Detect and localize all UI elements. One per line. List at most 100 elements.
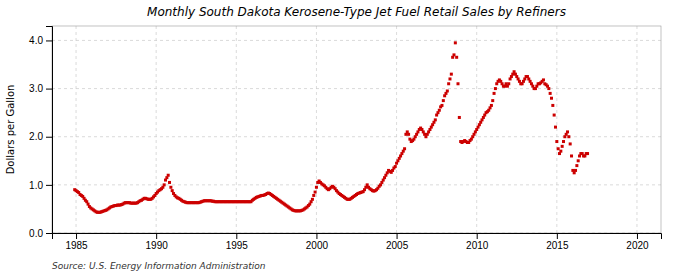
point bbox=[567, 135, 570, 138]
x-tick-label: 2015 bbox=[546, 240, 569, 251]
grid-line-x bbox=[156, 26, 157, 233]
y-tick-label: 3.0 bbox=[29, 83, 43, 94]
x-tick-mark bbox=[557, 233, 558, 239]
point bbox=[312, 194, 315, 197]
x-axis: 1985 1990 1995 2000 2005 2010 2015 2020 bbox=[53, 233, 662, 251]
point bbox=[577, 159, 580, 162]
point bbox=[554, 126, 557, 129]
x-tick: 1985 bbox=[65, 233, 88, 251]
point bbox=[557, 147, 560, 150]
x-tick-label: 2010 bbox=[466, 240, 489, 251]
point bbox=[167, 174, 170, 177]
point bbox=[440, 104, 443, 107]
x-tick-label: 1995 bbox=[226, 240, 249, 251]
y-axis-line bbox=[46, 27, 53, 234]
y-tick: 4.0 bbox=[29, 35, 52, 46]
point bbox=[447, 82, 450, 85]
point bbox=[494, 87, 497, 90]
point bbox=[311, 198, 314, 201]
grid-line-x bbox=[556, 26, 557, 233]
x-tick-mark bbox=[397, 233, 398, 239]
point bbox=[407, 133, 410, 136]
grid-line-y bbox=[52, 136, 661, 137]
y-tick-mark bbox=[46, 233, 52, 234]
point bbox=[562, 140, 565, 143]
point bbox=[575, 164, 578, 167]
y-tick-mark bbox=[46, 40, 52, 41]
x-tick-label: 2005 bbox=[386, 240, 409, 251]
x-tick-label: 1985 bbox=[65, 240, 88, 251]
point bbox=[314, 191, 317, 194]
y-tick-mark bbox=[46, 89, 52, 90]
point bbox=[569, 142, 572, 145]
point bbox=[450, 73, 453, 76]
y-axis: 0.0 1.0 2.0 3.0 4.0 bbox=[29, 27, 52, 239]
x-axis-line bbox=[53, 234, 662, 240]
x-tick-mark bbox=[236, 233, 237, 239]
y-tick-label: 4.0 bbox=[29, 35, 43, 46]
point bbox=[586, 152, 589, 155]
x-tick-mark bbox=[76, 233, 77, 239]
x-tick-label: 1990 bbox=[146, 240, 169, 251]
point bbox=[442, 99, 445, 102]
point bbox=[454, 41, 457, 44]
point bbox=[434, 118, 437, 121]
point bbox=[549, 92, 552, 95]
plot-frame bbox=[52, 26, 661, 233]
point bbox=[551, 104, 554, 107]
point bbox=[490, 104, 493, 107]
x-tick: 2015 bbox=[546, 233, 569, 251]
point bbox=[169, 186, 172, 189]
y-tick: 1.0 bbox=[29, 180, 52, 191]
point bbox=[438, 109, 441, 112]
y-tick: 2.0 bbox=[29, 131, 52, 142]
point bbox=[448, 77, 451, 80]
source: Source: U.S. Energy Information Administ… bbox=[52, 261, 266, 271]
grid-line-y bbox=[52, 88, 661, 89]
point bbox=[574, 169, 577, 172]
point bbox=[455, 56, 458, 59]
x-tick-mark bbox=[477, 233, 478, 239]
x-tick: 2005 bbox=[386, 233, 409, 251]
point bbox=[171, 189, 174, 192]
point bbox=[553, 114, 556, 117]
x-tick: 1995 bbox=[226, 233, 249, 251]
y-tick-mark bbox=[46, 185, 52, 186]
y-tick: 3.0 bbox=[29, 83, 52, 94]
y-tick: 0.0 bbox=[29, 228, 52, 239]
point bbox=[547, 87, 550, 90]
grid-line-x bbox=[316, 26, 317, 233]
point bbox=[491, 99, 494, 102]
x-tick-label: 2020 bbox=[626, 240, 649, 251]
x-tick: 2000 bbox=[306, 233, 329, 251]
point bbox=[403, 147, 406, 150]
x-tick-mark bbox=[156, 233, 157, 239]
point bbox=[394, 165, 397, 168]
point bbox=[561, 145, 564, 148]
grid bbox=[52, 26, 661, 233]
y-axis-title: Dollars per Gallon bbox=[5, 85, 16, 175]
point bbox=[566, 130, 569, 133]
grid-line-x bbox=[76, 26, 77, 233]
x-tick: 2010 bbox=[466, 233, 489, 251]
points bbox=[73, 41, 589, 213]
point bbox=[452, 53, 455, 56]
plot: 1985 1990 1995 2000 2005 2010 2015 2020 0.0 1.0 2.… bbox=[29, 26, 661, 251]
grid-line-x bbox=[396, 26, 397, 233]
point bbox=[559, 150, 562, 153]
point bbox=[542, 78, 545, 81]
point bbox=[493, 92, 496, 95]
x-tick-mark bbox=[637, 233, 638, 239]
point bbox=[458, 116, 461, 119]
x-tick-label: 2000 bbox=[306, 240, 329, 251]
title: Monthly South Dakota Kerosene-Type Jet F… bbox=[147, 5, 566, 19]
x-tick: 1990 bbox=[146, 233, 169, 251]
grid-line-y bbox=[52, 184, 661, 185]
x-tick: 2020 bbox=[626, 233, 649, 251]
point bbox=[168, 181, 171, 184]
point bbox=[570, 154, 573, 157]
y-tick-label: 0.0 bbox=[29, 228, 43, 239]
point bbox=[456, 82, 459, 85]
point bbox=[315, 186, 318, 189]
y-tick-label: 1.0 bbox=[29, 180, 43, 191]
